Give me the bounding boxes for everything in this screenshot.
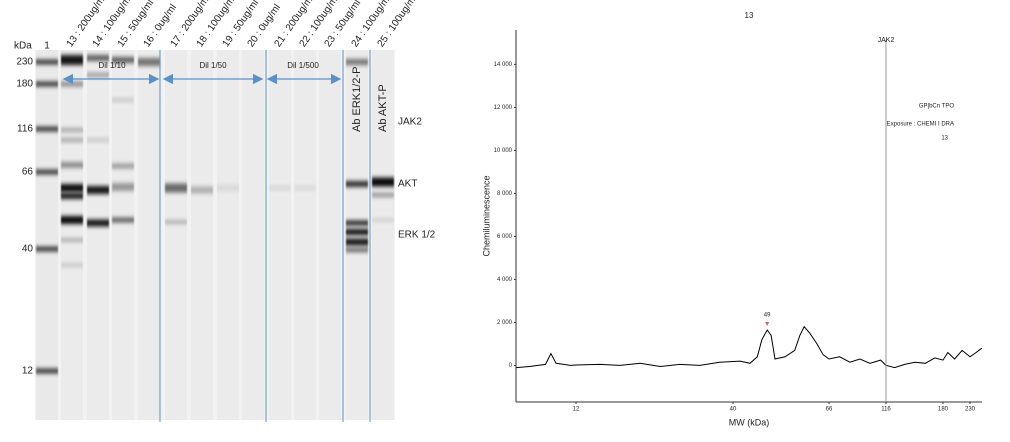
band bbox=[346, 238, 368, 246]
y-tick-label: 14 000 bbox=[494, 62, 513, 68]
band bbox=[61, 184, 83, 192]
band bbox=[61, 238, 83, 242]
y-tick-label: 6 000 bbox=[497, 234, 513, 240]
band bbox=[372, 218, 394, 222]
band bbox=[36, 81, 58, 87]
band bbox=[87, 219, 109, 227]
note: 13 bbox=[941, 136, 948, 142]
note: Exposure : CHEMI I DRA bbox=[887, 122, 954, 128]
lane bbox=[372, 50, 394, 420]
lane bbox=[36, 50, 58, 420]
band bbox=[61, 162, 83, 168]
band bbox=[87, 72, 109, 78]
band bbox=[87, 55, 109, 61]
band bbox=[112, 98, 134, 102]
target-label: JAK2 bbox=[398, 117, 422, 128]
band bbox=[87, 186, 109, 194]
band bbox=[112, 183, 134, 191]
antibody-label: Ab AKT-P bbox=[377, 84, 389, 132]
band bbox=[191, 186, 213, 194]
y-tick-label: 10 000 bbox=[494, 148, 513, 154]
target-label: AKT bbox=[398, 179, 417, 190]
band bbox=[112, 57, 134, 63]
band bbox=[372, 193, 394, 197]
lane bbox=[165, 50, 187, 420]
note: GP|bCn TPO bbox=[919, 104, 954, 110]
y-tick-label: 2 000 bbox=[497, 320, 513, 326]
target-label: ERK 1/2 bbox=[398, 230, 436, 241]
lane bbox=[319, 50, 341, 420]
y-tick-label: 12 000 bbox=[494, 105, 513, 111]
peak-marker bbox=[765, 322, 770, 326]
band bbox=[346, 220, 368, 226]
band bbox=[36, 169, 58, 175]
kda-label: kDa bbox=[14, 41, 32, 52]
antibody-label: Ab ERK1/2-P bbox=[351, 67, 363, 132]
band bbox=[165, 220, 187, 224]
chart-title: 13 bbox=[745, 11, 754, 20]
band bbox=[36, 126, 58, 132]
lane bbox=[191, 50, 213, 420]
band bbox=[61, 81, 83, 87]
dilution-label: Dil 1/10 bbox=[98, 61, 126, 70]
lane bbox=[61, 50, 83, 420]
marker-label: 116 bbox=[17, 124, 33, 135]
band bbox=[112, 217, 134, 223]
band bbox=[294, 185, 316, 191]
x-axis-label: MW (kDa) bbox=[729, 417, 770, 427]
band bbox=[61, 55, 83, 65]
x-tick-label: 66 bbox=[826, 407, 833, 413]
band bbox=[165, 183, 187, 193]
y-tick-label: 8 000 bbox=[497, 191, 513, 197]
y-tick-label: 4 000 bbox=[497, 277, 513, 283]
dilution-label: Dil 1/50 bbox=[199, 61, 227, 70]
x-tick-label: 12 bbox=[573, 407, 580, 413]
marker-label: 12 bbox=[22, 366, 34, 377]
y-tick-label: 0 bbox=[509, 363, 513, 369]
band bbox=[36, 246, 58, 252]
lane bbox=[294, 50, 316, 420]
band bbox=[346, 181, 368, 187]
dilution-label: Dil 1/500 bbox=[287, 61, 319, 70]
band bbox=[217, 185, 239, 191]
x-tick-label: 230 bbox=[965, 407, 976, 413]
band bbox=[87, 138, 109, 142]
lane bbox=[112, 50, 134, 420]
marker-label: 180 bbox=[16, 79, 33, 90]
annotation-label: 49 bbox=[764, 313, 771, 319]
x-tick-label: 40 bbox=[730, 407, 737, 413]
band bbox=[36, 368, 58, 374]
line-series bbox=[516, 325, 983, 369]
lane bbox=[87, 50, 109, 420]
lane bbox=[138, 50, 160, 420]
band bbox=[346, 229, 368, 235]
band bbox=[36, 59, 58, 65]
marker-label: 230 bbox=[16, 57, 33, 68]
band bbox=[112, 163, 134, 169]
annotation-label: JAK2 bbox=[878, 37, 895, 44]
band bbox=[61, 263, 83, 267]
lane bbox=[242, 50, 264, 420]
band bbox=[61, 138, 83, 142]
band bbox=[346, 59, 368, 65]
marker-label: 66 bbox=[22, 167, 34, 178]
band bbox=[372, 177, 394, 187]
band bbox=[346, 248, 368, 252]
band bbox=[61, 128, 83, 132]
lane bbox=[269, 50, 291, 420]
ladder-label: 1 bbox=[44, 41, 50, 52]
band bbox=[138, 58, 160, 66]
x-tick-label: 180 bbox=[938, 407, 949, 413]
band bbox=[269, 185, 291, 191]
lane bbox=[217, 50, 239, 420]
x-tick-label: 116 bbox=[881, 407, 891, 413]
y-axis-label: Chemiluminescence bbox=[481, 175, 491, 256]
band bbox=[61, 193, 83, 199]
marker-label: 40 bbox=[22, 244, 34, 255]
chart: 13 Chemiluminescence MW (kDa) 0 2 000 4 000 6 … bbox=[481, 11, 983, 427]
band bbox=[61, 216, 83, 224]
